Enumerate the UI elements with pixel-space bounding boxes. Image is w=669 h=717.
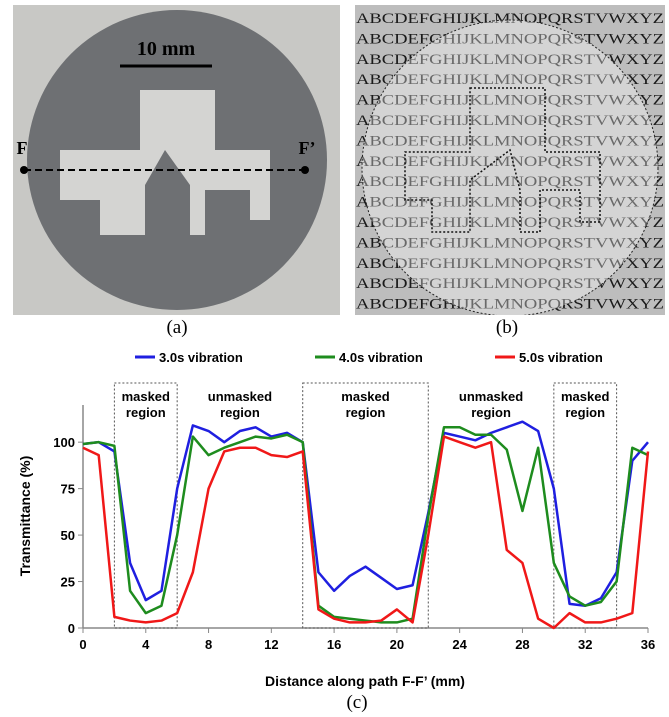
x-tick-label: 36 <box>641 637 655 652</box>
x-tick-label: 4 <box>142 637 150 652</box>
x-axis-label: Distance along path F-F’ (mm) <box>265 673 465 689</box>
y-tick-label: 25 <box>61 575 75 590</box>
region-label: region <box>565 405 605 420</box>
letter-row: ABCDEFGHIJKLMNOPQRSTVWXYZ <box>356 133 664 149</box>
path-start: F <box>17 138 28 158</box>
series-line <box>82 426 649 624</box>
letter-row: ABCDEFGHIJKLMNOPQRSTVWXYZ <box>356 154 664 170</box>
region-label: masked <box>122 389 170 404</box>
region-label: region <box>346 405 386 420</box>
y-tick-label: 75 <box>61 482 75 497</box>
y-tick-label: 100 <box>53 435 75 450</box>
letter-row: ABCDEFGHIJKLMNOPQRSTVWXYZ <box>356 276 664 292</box>
letter-row: ABCDEFGHIJKLMNOPQRSTVWXYZ <box>356 93 664 109</box>
letter-row: ABCDEFGHIJKLMNOPQRSTVWXYZ <box>356 256 664 272</box>
letter-row: ABCDEFGHIJKLMNOPQRSTVWXYZ <box>356 72 664 88</box>
masked-region-box <box>553 382 618 629</box>
mask-cutout <box>60 90 270 235</box>
y-tick-label: 50 <box>61 528 75 543</box>
x-tick-label: 20 <box>390 637 404 652</box>
x-tick-label: 0 <box>79 637 86 652</box>
photo-background <box>355 5 665 315</box>
path-dot <box>20 166 28 174</box>
region-label: masked <box>561 389 609 404</box>
letter-row: ABCDEFGHIJKLMNOPQRSTVWXYZ <box>356 174 664 190</box>
x-tick-label: 8 <box>205 637 212 652</box>
region-label: unmasked <box>459 389 523 404</box>
photo-a: 10 mm F F’ <box>13 5 340 315</box>
path-dot <box>301 166 309 174</box>
letter-row: ABCDEFGHIJKLMNOPQRSTVWXYZ <box>356 11 664 27</box>
letter-row: ABCDEFGHIJKLMNOPQRSTVWXYZ <box>356 113 664 129</box>
region-label: region <box>220 405 260 420</box>
path-end: F’ <box>299 138 316 158</box>
letter-row: ABCDEFGHIJKLMNOPQRSTVWXYZ <box>356 52 664 68</box>
masked-region-box <box>302 382 429 629</box>
legend-label: 5.0s vibration <box>519 350 603 365</box>
scale-label: 10 mm <box>137 38 196 60</box>
region-label: region <box>126 405 166 420</box>
x-tick-label: 24 <box>452 637 467 652</box>
letter-row: ABCDEFGHIJKLMNOPQRSTVWXYZ <box>356 31 664 47</box>
masked-region-box <box>113 382 178 629</box>
letter-row: ABCDEFGHIJKLMNOPQRSTVWXYZ <box>356 195 664 211</box>
y-tick-label: 0 <box>68 621 75 636</box>
lens <box>361 19 659 315</box>
region-label: region <box>471 405 511 420</box>
x-tick-label: 28 <box>515 637 529 652</box>
legend-label: 3.0s vibration <box>159 350 243 365</box>
mask-outline <box>404 87 601 233</box>
photo-b: ABCDEFGHIJKLMNOPQRSTVWXYZ ABCDEFGHIJKLMNO… <box>355 5 665 315</box>
letter-row: ABCDEFGHIJKLMNOPQRSTVWXYZ <box>356 215 664 231</box>
x-tick-label: 32 <box>578 637 592 652</box>
region-label: masked <box>341 389 389 404</box>
panel-label: (b) <box>496 317 518 338</box>
region-label: unmasked <box>208 389 272 404</box>
letter-row: ABCDEFGHIJKLMNOPQRSTVWXYZ <box>356 235 664 251</box>
panel-label: (a) <box>166 317 187 338</box>
legend-label: 4.0s vibration <box>339 350 423 365</box>
x-tick-label: 16 <box>327 637 341 652</box>
letter-row: ABCDEFGHIJKLMNOPQRSTVWXYZ <box>356 297 664 313</box>
x-tick-label: 12 <box>264 637 278 652</box>
y-axis-label: Transmittance (%) <box>17 456 33 577</box>
panel-label: (c) <box>346 692 367 713</box>
series-line <box>82 420 649 607</box>
series-line <box>82 435 650 630</box>
